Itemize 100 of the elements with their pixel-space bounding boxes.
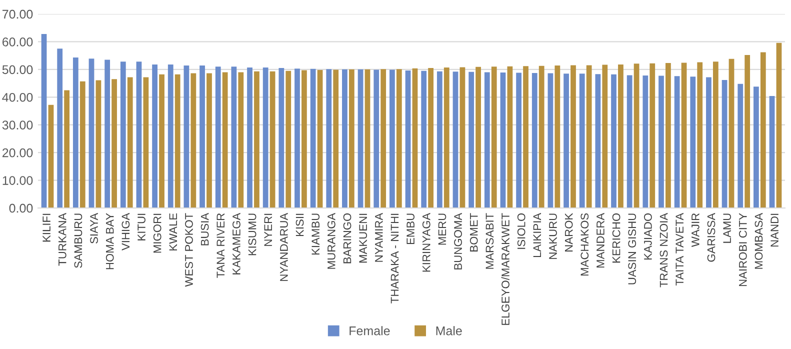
x-tick-label: WEST POKOT [185,213,193,287]
x-tick-label: MIGORI [153,214,162,253]
bar [152,64,158,208]
bar [270,71,276,208]
bar [452,72,458,208]
x-tick-label: EMBU [406,214,414,244]
y-tick-label: 10.00 [2,176,33,185]
bar [238,72,244,208]
bar [174,74,180,208]
x-tick-label: KIAMBU [312,214,320,255]
bar [104,60,110,208]
bar [754,86,759,208]
x-tick-label: KAJIADO [644,213,652,260]
bar [491,66,497,208]
bar [231,66,237,208]
bar [396,69,402,208]
bar [642,76,648,208]
bar [358,69,364,208]
x-tick-label: NAROK [564,212,573,252]
bar [168,64,174,208]
bar [650,63,656,208]
bar [184,66,190,208]
x-tick-label: NYANDARUA [280,212,288,281]
bar [127,77,133,208]
x-tick-label: SAMBURU [74,214,82,268]
x-tick-label: NAIROBI CITY [738,213,747,286]
bar [286,70,292,208]
x-tick-label: MARSABIT [486,213,494,269]
bar [468,72,474,208]
bar [570,65,576,208]
bar [317,70,323,208]
x-tick-label: KITUI [138,214,146,240]
x-tick-label: LAMU [723,214,732,243]
bar [136,62,142,208]
bar [112,79,117,208]
bar [769,96,775,208]
bar [200,66,205,208]
bar [48,104,54,208]
bar [222,72,228,208]
bar [405,70,411,208]
bar [333,70,339,208]
x-tick-label: ISIOLO [517,213,526,249]
bar [380,69,386,208]
bar [57,48,63,208]
bar [262,67,268,208]
x-tick-label: MERU [438,214,446,245]
bar [586,65,592,208]
x-tick-label: NAKURU [549,214,557,259]
bar [538,66,544,208]
bar [626,75,632,208]
x-tick-label: BUSIA [200,212,209,246]
x-tick-label: WAJIR [692,213,700,247]
y-tick-label: 50.00 [2,65,33,74]
y-tick-label: 60.00 [2,38,33,46]
y-tick-label: 0.00 [9,204,33,213]
x-tick-label: NYAMIRA [375,212,383,262]
x-tick-label: VIHIGA [122,212,130,250]
bar [88,58,94,208]
bar [326,69,332,208]
bar [428,68,434,208]
bar [120,62,126,208]
bar [294,68,300,208]
x-tick-label: TRANS NZOIA [660,212,668,288]
x-tick-label: UASIN GISHU [628,214,636,284]
x-tick-label: MURANGA [327,212,336,269]
x-tick-label: BUNGOMA [454,212,462,270]
bar [96,80,102,208]
bar [374,70,380,208]
bar [611,74,616,208]
bar [500,72,506,208]
x-tick-label: HOMA BAY [106,213,114,270]
bar [658,76,664,208]
bar [215,66,221,208]
bar [738,84,744,208]
y-tick-label: 20.00 [2,148,33,158]
bar [681,62,687,208]
x-tick-label: KWALE [169,213,177,250]
y-tick-label: 70.00 [2,10,33,19]
legend-label: Male [436,326,462,336]
bar [484,72,490,208]
bar [674,76,680,208]
bar [564,74,569,208]
bar [412,68,418,208]
bar [159,74,164,208]
y-tick-label: 30.00 [2,120,33,130]
x-tick-label: BARINGO [343,213,352,264]
bar [364,69,370,208]
bar [722,80,728,208]
x-tick-label: KIRINYAGA [422,212,430,272]
bar [278,68,284,208]
x-tick-label: NYERI [264,214,272,246]
x-tick-label: KILIFI [42,214,50,242]
x-tick-label: KISII [296,214,304,236]
bar [666,63,671,208]
bar [712,62,718,208]
bar [760,52,766,208]
x-tick-label: GARISSA [707,212,716,262]
bar [523,66,528,208]
x-tick-label: TURKANA [58,212,66,266]
bar [532,73,538,208]
